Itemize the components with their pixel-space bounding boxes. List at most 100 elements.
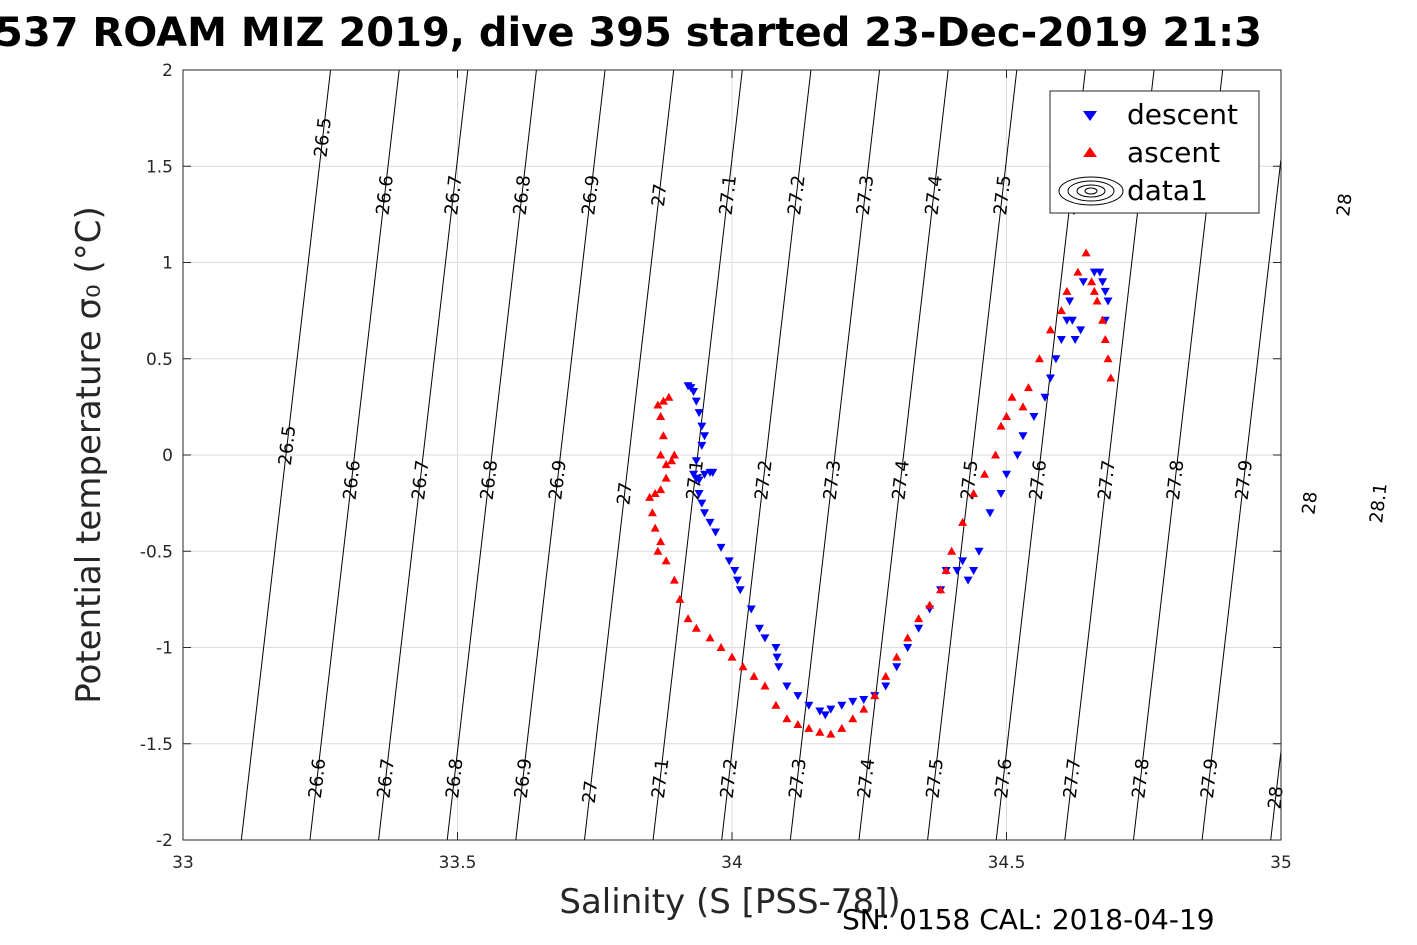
ascent-point	[941, 566, 951, 574]
descent-point	[735, 586, 745, 595]
ascent-point	[658, 396, 668, 405]
ascent-point	[914, 614, 924, 623]
ascent-point	[727, 652, 737, 661]
ascent-point	[738, 662, 748, 671]
contour-label: 27.2	[751, 459, 776, 501]
ascent-point	[1045, 325, 1055, 334]
ascent-point	[656, 412, 666, 420]
contour-label: 27.4	[854, 757, 879, 799]
contour-label: 27.5	[922, 757, 947, 799]
ascent-point	[1098, 315, 1108, 324]
contour-line	[1339, 70, 1417, 840]
contour-label: 27.4	[921, 174, 946, 216]
ascent-point	[656, 537, 666, 546]
descent-point	[760, 634, 770, 643]
descent-point	[1098, 278, 1108, 287]
descent-point	[772, 653, 782, 662]
contour-label: 27.3	[785, 757, 810, 799]
descent-point	[1065, 297, 1075, 306]
contour-line	[309, 70, 400, 840]
descent-point	[1076, 326, 1086, 335]
contour-label: 27.5	[990, 174, 1015, 216]
ascent-point	[903, 633, 913, 642]
ascent-point	[683, 614, 693, 623]
ascent-point	[650, 523, 660, 532]
contour-label: 26.8	[510, 174, 535, 216]
contour-label: 26.5	[275, 424, 300, 466]
ascent-point	[881, 671, 891, 680]
descent-point	[730, 567, 740, 575]
ascent-point	[661, 460, 671, 469]
ascent-point	[1087, 277, 1097, 286]
contour-label: 26.5	[310, 116, 335, 158]
ascent-point	[1007, 392, 1017, 401]
legend: descent ascent data1	[1049, 90, 1260, 214]
chart-title: 537 ROAM MIZ 2019, dive 395 started 23-D…	[0, 10, 1262, 56]
x-tick-label: 33.5	[439, 853, 477, 873]
descent-point	[697, 499, 707, 508]
descent-point	[848, 697, 858, 706]
ascent-point	[705, 633, 715, 642]
contour-line	[240, 70, 332, 840]
ascent-point	[1092, 296, 1102, 305]
descent-point	[697, 441, 707, 450]
descent-point	[1078, 278, 1088, 287]
x-tick-label: 35	[1270, 853, 1292, 873]
descent-point	[1067, 316, 1077, 325]
descent-point	[1095, 268, 1105, 277]
ascent-point	[1002, 412, 1011, 420]
descent-point	[689, 387, 699, 396]
descent-point	[892, 663, 902, 672]
ascent-point	[793, 720, 803, 728]
descent-point	[820, 711, 830, 720]
contour-label: 26.9	[545, 459, 570, 501]
contour-label: 27.9	[1232, 459, 1257, 501]
contour-line	[1201, 154, 1281, 840]
contour-line	[446, 70, 537, 840]
contour-label: 26.6	[372, 174, 397, 216]
descent-point	[694, 476, 704, 485]
ascent-point	[996, 421, 1006, 430]
ascent-point	[661, 556, 671, 565]
ascent-point	[650, 489, 660, 497]
descent-point	[1040, 393, 1050, 402]
ascent-point	[1106, 373, 1116, 382]
y-tick-label: -2	[156, 831, 173, 851]
descent-point	[826, 705, 836, 714]
contour-label: 27	[579, 779, 602, 804]
descent-point	[1045, 374, 1055, 383]
ascent-point	[1073, 267, 1083, 276]
descent-point	[708, 468, 718, 477]
ascent-point	[1100, 335, 1110, 343]
contour-label: 27	[648, 183, 671, 208]
descent-point	[724, 557, 734, 566]
contour-label: 27.4	[888, 459, 913, 501]
ascent-point	[1062, 286, 1072, 295]
descent-point	[903, 644, 913, 652]
ascent-point	[947, 546, 957, 555]
ascent-point	[969, 489, 979, 497]
ascent-point	[991, 450, 1001, 459]
contour-label: 26.7	[373, 757, 398, 799]
contour-label: 27	[613, 481, 636, 506]
ascent-point	[1081, 248, 1091, 257]
ascent-point	[645, 492, 655, 501]
ascent-point	[691, 623, 701, 632]
x-axis-label: Salinity (S [PSS-78])	[559, 882, 900, 922]
descent-point	[1070, 336, 1080, 344]
ascent-point	[647, 508, 657, 517]
descent-point	[774, 663, 784, 672]
y-axis: -2 -1.5 -1 -0.5 0 0.5 1 1.5 2	[140, 61, 1281, 851]
descent-point	[985, 509, 995, 518]
ascent-point	[1018, 402, 1028, 411]
contour-line	[652, 70, 743, 840]
contour-label: 26.6	[339, 459, 364, 501]
ascent-point	[980, 469, 990, 478]
ascent-point	[716, 643, 726, 651]
contour-label: 28	[1333, 192, 1356, 217]
contour-label: 27.7	[1060, 757, 1085, 799]
descent-point	[694, 409, 704, 418]
ascent-point	[653, 546, 663, 555]
legend-descent-label: descent	[1127, 98, 1238, 131]
